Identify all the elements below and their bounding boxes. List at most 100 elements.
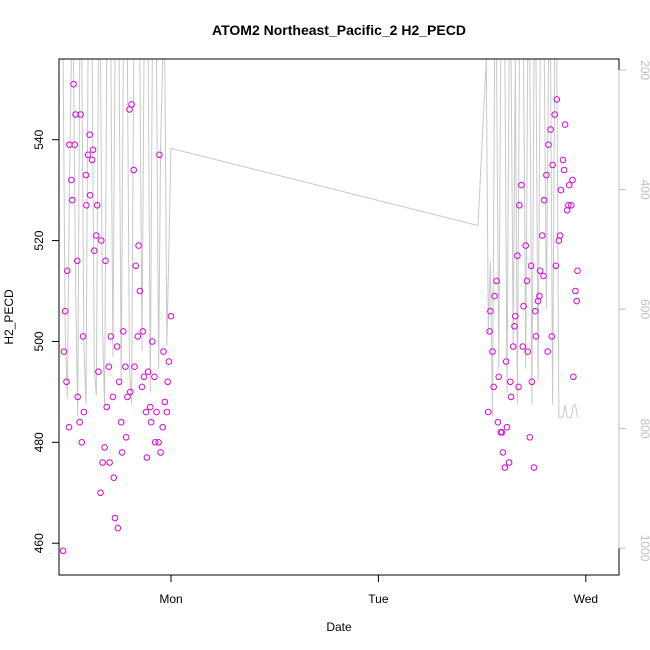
data-point <box>574 267 581 275</box>
data-point <box>165 358 173 365</box>
y-tick-label: 480 <box>32 432 46 452</box>
x-tick-label: Tue <box>368 592 389 606</box>
data-point <box>509 343 517 350</box>
data-point <box>503 423 511 431</box>
data-point <box>536 267 544 275</box>
y-axis-right: 200 400 600 800 1000 <box>618 60 650 562</box>
data-point <box>557 186 565 194</box>
data-point <box>144 368 152 376</box>
data-point <box>76 418 83 426</box>
data-point <box>136 287 144 295</box>
data-point <box>93 232 100 239</box>
data-point <box>559 156 567 164</box>
y-tick-label: 540 <box>32 129 46 149</box>
data-point <box>553 96 561 103</box>
data-point <box>494 418 502 426</box>
data-point <box>65 423 73 431</box>
data-point <box>122 363 129 371</box>
data-point <box>110 474 118 482</box>
data-point <box>106 459 113 466</box>
data-point <box>551 111 559 118</box>
data-point <box>544 348 552 355</box>
data-point <box>573 297 581 305</box>
y-tick-label: 460 <box>32 533 46 553</box>
data-point <box>565 181 573 189</box>
data-point <box>522 242 530 249</box>
data-point <box>515 383 522 391</box>
data-point <box>560 166 568 174</box>
data-point <box>490 383 498 391</box>
data-point <box>115 378 123 386</box>
data-point <box>105 363 113 371</box>
data-point <box>132 262 139 270</box>
data-point <box>498 429 506 436</box>
data-point <box>101 444 108 451</box>
data-point <box>545 141 552 148</box>
x-axis-label: Date <box>326 620 352 634</box>
data-point <box>83 202 90 209</box>
data-point <box>495 373 503 381</box>
data-point <box>161 398 169 406</box>
data-point <box>142 408 150 416</box>
data-point <box>548 333 556 340</box>
data-point <box>98 237 105 244</box>
y2-tick-label: 200 <box>638 60 650 80</box>
data-point <box>86 191 94 199</box>
data-point <box>549 161 556 169</box>
data-point <box>493 277 500 285</box>
data-point <box>157 449 164 456</box>
y-tick-label: 520 <box>32 230 46 250</box>
data-point <box>64 267 71 275</box>
x-axis: Mon Tue Wed <box>159 574 598 606</box>
data-point <box>156 151 163 159</box>
y-tick-label: 500 <box>32 331 46 351</box>
x-tick-label: Mon <box>159 592 182 606</box>
data-point <box>107 333 115 340</box>
data-point <box>128 101 135 108</box>
data-point <box>507 393 515 401</box>
data-point <box>93 202 101 209</box>
data-point <box>499 449 507 456</box>
data-point <box>84 151 92 159</box>
data-point <box>486 328 493 335</box>
data-point <box>512 312 519 320</box>
chart-title: ATOM2 Northeast_Pacific_2 H2_PECD <box>212 22 466 38</box>
data-point <box>124 393 131 401</box>
data-point <box>556 232 564 239</box>
x-tick-label: Wed <box>574 592 598 606</box>
data-point <box>536 292 543 300</box>
data-point <box>518 181 525 189</box>
data-point <box>117 418 125 426</box>
data-point <box>122 434 130 441</box>
data-point <box>99 459 106 466</box>
data-point <box>511 323 518 330</box>
data-point <box>485 408 492 416</box>
data-point <box>89 146 97 154</box>
data-point <box>151 439 159 446</box>
data-point <box>516 202 523 209</box>
data-point <box>139 328 147 335</box>
data-point <box>569 176 576 184</box>
data-point <box>552 262 560 270</box>
y-axis-left: 460 480 500 520 540 <box>32 129 60 553</box>
data-point <box>78 439 86 446</box>
data-point <box>120 328 127 335</box>
data-point <box>540 272 547 280</box>
data-point <box>130 166 137 174</box>
data-point <box>514 252 521 259</box>
data-point <box>155 439 162 446</box>
data-point <box>487 307 494 315</box>
data-point <box>74 257 81 265</box>
data-point <box>68 176 75 184</box>
data-point <box>541 196 548 204</box>
y2-tick-label: 400 <box>638 180 650 200</box>
data-point <box>501 464 509 471</box>
data-point <box>61 307 69 315</box>
data-point <box>531 307 539 315</box>
y-axis-label: H2_PECD <box>2 289 16 345</box>
data-point <box>572 287 579 295</box>
data-point <box>113 343 121 350</box>
data-point <box>523 277 531 285</box>
data-point <box>526 434 534 441</box>
